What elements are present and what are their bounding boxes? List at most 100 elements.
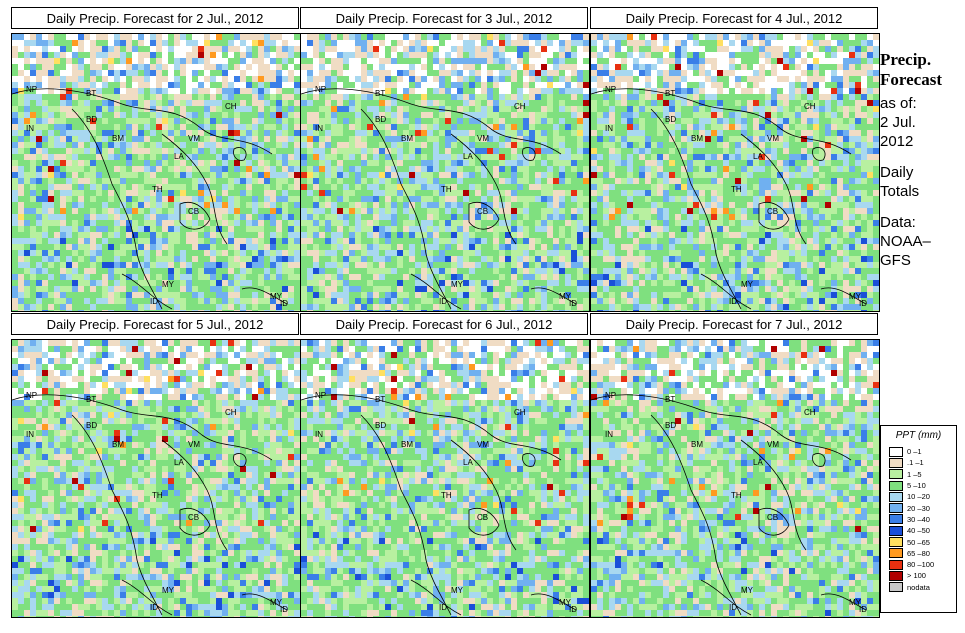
- legend-item: 40 –50: [889, 525, 956, 536]
- country-label: LA: [753, 152, 763, 161]
- country-label: MY: [162, 586, 175, 595]
- country-label: ID: [859, 299, 867, 308]
- country-label: ID: [729, 297, 737, 306]
- legend-item: 1 –5: [889, 469, 956, 480]
- panel-title: Daily Precip. Forecast for 7 Jul., 2012: [590, 313, 878, 335]
- country-label: CB: [188, 207, 199, 216]
- totals-label: Totals: [880, 183, 920, 200]
- country-label: LA: [753, 458, 763, 467]
- country-label: MY: [559, 292, 572, 301]
- legend-label: > 100: [907, 571, 926, 581]
- country-label: TH: [441, 185, 452, 194]
- legend-label: 0 –1: [907, 447, 922, 457]
- legend-swatch: [889, 480, 903, 491]
- data-source-line1: NOAA–: [880, 233, 931, 250]
- precip-map: NP BT BD IN CH BM VM LA TH CB MY ID MY ID: [300, 33, 590, 312]
- country-label: MY: [270, 598, 283, 607]
- country-label: IN: [605, 124, 613, 133]
- country-label: BT: [86, 89, 96, 98]
- legend-item: 0 –1: [889, 446, 956, 457]
- country-label: CB: [188, 513, 199, 522]
- country-label: ID: [439, 603, 447, 612]
- country-label: TH: [731, 491, 742, 500]
- country-label: TH: [152, 491, 163, 500]
- forecast-date-line1: 2 Jul.: [880, 114, 916, 131]
- legend-label: 80 –100: [907, 560, 935, 570]
- country-label: NP: [315, 391, 326, 400]
- country-label: CH: [514, 102, 526, 111]
- country-label: BM: [691, 440, 703, 449]
- country-label: MY: [849, 598, 862, 607]
- legend-label: 65 –80: [907, 548, 930, 558]
- forecast-panel-5: Daily Precip. Forecast for 6 Jul., 2012 …: [300, 313, 590, 620]
- country-label: CB: [767, 207, 778, 216]
- country-label: VM: [188, 440, 200, 449]
- legend-label: 50 –65: [907, 537, 930, 547]
- country-label: BM: [112, 440, 124, 449]
- data-source-line2: GFS: [880, 252, 911, 269]
- legend-item: 10 –20: [889, 491, 956, 502]
- precip-map: NP BT BD IN CH BM VM LA TH CB MY ID MY ID: [11, 33, 301, 312]
- legend-label: 20 –30: [907, 503, 930, 513]
- country-label: IN: [315, 430, 323, 439]
- country-label: LA: [463, 458, 473, 467]
- forecast-date-line2: 2012: [880, 133, 914, 150]
- legend-label: 10 –20: [907, 492, 930, 502]
- precip-map: NP BT BD IN CH BM VM LA TH CB MY ID MY ID: [590, 339, 880, 618]
- country-label: BD: [375, 115, 386, 124]
- country-label: CH: [804, 408, 816, 417]
- country-label: VM: [767, 134, 779, 143]
- sidebar-title-line2: Forecast: [880, 70, 942, 89]
- legend-swatch: [889, 525, 903, 536]
- country-label: CH: [225, 408, 237, 417]
- country-label: LA: [174, 458, 184, 467]
- legend-label: nodata: [907, 582, 930, 592]
- legend-swatch: [889, 503, 903, 514]
- country-label: CB: [477, 513, 488, 522]
- country-label: IN: [26, 430, 34, 439]
- panel-title: Daily Precip. Forecast for 5 Jul., 2012: [11, 313, 299, 335]
- country-label: BT: [665, 89, 675, 98]
- country-label: ID: [150, 603, 158, 612]
- data-label: Data:: [880, 214, 916, 231]
- legend-swatch: [889, 570, 903, 581]
- country-label: BT: [86, 395, 96, 404]
- country-label: NP: [315, 85, 326, 94]
- legend-swatch: [889, 559, 903, 570]
- country-label: BM: [112, 134, 124, 143]
- legend-swatch: [889, 491, 903, 502]
- sidebar-info: Precip. Forecast as of: 2 Jul. 2012 Dail…: [880, 50, 965, 270]
- legend-swatch: [889, 469, 903, 480]
- country-label: CH: [804, 102, 816, 111]
- forecast-panel-4: Daily Precip. Forecast for 5 Jul., 2012 …: [11, 313, 301, 620]
- legend-item: > 100: [889, 570, 956, 581]
- panel-title: Daily Precip. Forecast for 4 Jul., 2012: [590, 7, 878, 29]
- forecast-panel-6: Daily Precip. Forecast for 7 Jul., 2012 …: [590, 313, 880, 620]
- legend-rows: 0 –1.1 –1 1 –5 5 –10 10 –20 20 –30 30 –40 40 –…: [881, 446, 956, 593]
- country-label: ID: [150, 297, 158, 306]
- country-label: BM: [401, 440, 413, 449]
- sidebar-title-line1: Precip.: [880, 50, 932, 69]
- country-label: ID: [569, 605, 577, 614]
- country-label: NP: [26, 85, 37, 94]
- country-label: LA: [463, 152, 473, 161]
- legend-label: 30 –40: [907, 514, 930, 524]
- legend-item: 5 –10: [889, 480, 956, 491]
- country-label: MY: [451, 280, 464, 289]
- country-label: LA: [174, 152, 184, 161]
- country-label: CH: [225, 102, 237, 111]
- country-label: BD: [665, 115, 676, 124]
- country-label: BT: [375, 395, 385, 404]
- country-label: VM: [767, 440, 779, 449]
- country-label: NP: [26, 391, 37, 400]
- legend-item: 50 –65: [889, 536, 956, 548]
- legend-label: .1 –1: [907, 458, 924, 468]
- country-label: MY: [270, 292, 283, 301]
- legend-item: 30 –40: [889, 514, 956, 525]
- country-label: BM: [691, 134, 703, 143]
- country-label: CH: [514, 408, 526, 417]
- country-label: ID: [729, 603, 737, 612]
